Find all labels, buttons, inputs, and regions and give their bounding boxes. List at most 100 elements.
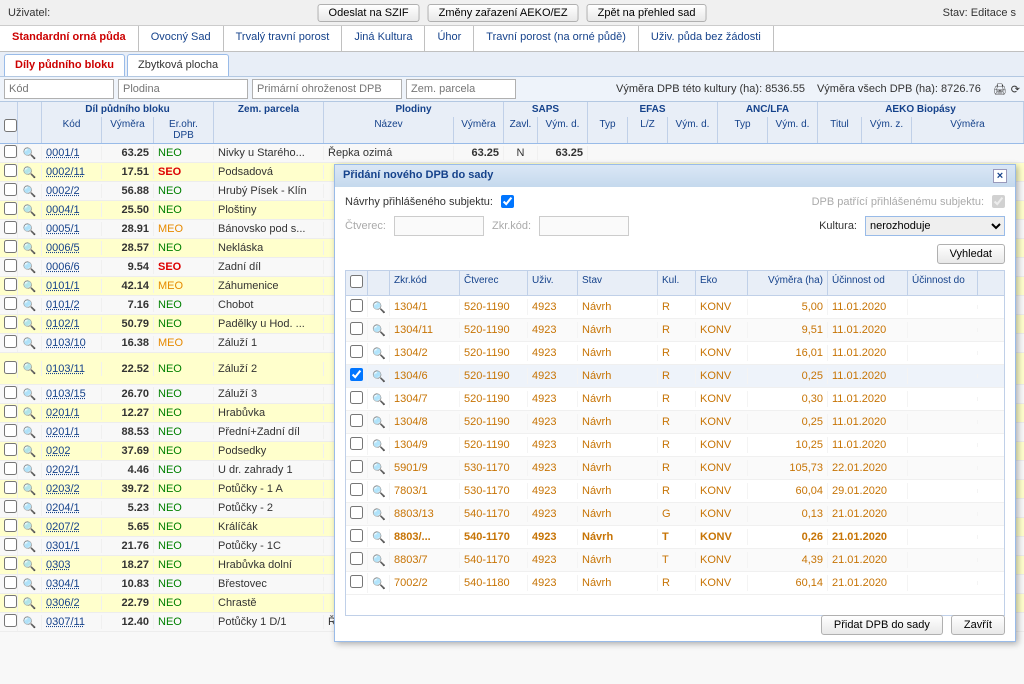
kod-cell[interactable]: 0103/10 — [42, 336, 102, 350]
h-vym[interactable]: Výměra — [102, 117, 154, 143]
search-icon[interactable]: 🔍 — [368, 529, 390, 546]
row-checkbox[interactable] — [4, 595, 17, 608]
search-icon[interactable]: 🔍 — [368, 506, 390, 523]
main-tab[interactable]: Ovocný Sad — [139, 26, 224, 51]
h-vymd[interactable]: Vým. d. — [538, 117, 588, 143]
modal-row[interactable]: 🔍7803/1530-11704923NávrhRKONV60,0429.01.… — [346, 480, 1004, 503]
main-tab[interactable]: Jiná Kultura — [342, 26, 425, 51]
mh-kul[interactable]: Kul. — [658, 271, 696, 295]
modal-row-checkbox[interactable] — [350, 506, 363, 519]
search-icon[interactable]: 🔍 — [18, 279, 42, 294]
mh-eko[interactable]: Eko — [696, 271, 748, 295]
h-vymera[interactable]: Výměra — [454, 117, 504, 143]
kod-cell[interactable]: 0006/5 — [42, 241, 102, 255]
search-icon[interactable]: 🔍 — [368, 414, 390, 431]
main-tab[interactable]: Travní porost (na orné půdě) — [474, 26, 639, 51]
kod-cell[interactable]: 0102/1 — [42, 317, 102, 331]
search-icon[interactable]: 🔍 — [18, 184, 42, 199]
kod-cell[interactable]: 0201/1 — [42, 406, 102, 420]
h-vymz[interactable]: Vým. z. — [862, 117, 912, 143]
row-checkbox[interactable] — [4, 145, 17, 158]
pridat-button[interactable]: Přidat DPB do sady — [821, 615, 943, 635]
kod-cell[interactable]: 0207/2 — [42, 520, 102, 534]
kod-cell[interactable]: 0103/15 — [42, 387, 102, 401]
mh-vym[interactable]: Výměra (ha) — [748, 271, 828, 295]
h-zavl[interactable]: Zavl. — [504, 117, 538, 143]
search-icon[interactable]: 🔍 — [18, 317, 42, 332]
search-icon[interactable]: 🔍 — [18, 425, 42, 440]
sub-tab[interactable]: Zbytková plocha — [127, 54, 229, 76]
kod-cell[interactable]: 0201/1 — [42, 425, 102, 439]
mh-od[interactable]: Účinnost od — [828, 271, 908, 295]
kod-cell[interactable]: 0204/1 — [42, 501, 102, 515]
kod-cell[interactable]: 0002/11 — [42, 165, 102, 179]
modal-row-checkbox[interactable] — [350, 322, 363, 335]
h-vymd3[interactable]: Vým. d. — [768, 117, 818, 143]
row-checkbox[interactable] — [4, 462, 17, 475]
modal-row[interactable]: 🔍8803/13540-11704923NávrhGKONV0,1321.01.… — [346, 503, 1004, 526]
h-typ2[interactable]: Typ — [718, 117, 768, 143]
h-er[interactable]: Er.ohr. DPB — [154, 117, 214, 143]
search-icon[interactable]: 🔍 — [18, 203, 42, 218]
kultura-select[interactable]: nerozhoduje — [865, 216, 1005, 236]
plodina-filter[interactable] — [118, 79, 248, 99]
row-checkbox[interactable] — [4, 614, 17, 627]
row-checkbox[interactable] — [4, 405, 17, 418]
search-icon[interactable]: 🔍 — [368, 575, 390, 592]
search-icon[interactable]: 🔍 — [18, 222, 42, 237]
modal-select-all[interactable] — [350, 275, 363, 288]
back-overview-button[interactable]: Zpět na přehled sad — [587, 4, 707, 22]
search-icon[interactable]: 🔍 — [368, 391, 390, 408]
send-szif-button[interactable]: Odeslat na SZIF — [318, 4, 420, 22]
search-icon[interactable]: 🔍 — [18, 558, 42, 573]
main-tab[interactable]: Trvalý travní porost — [224, 26, 343, 51]
mh-do[interactable]: Účinnost do — [908, 271, 978, 295]
row-checkbox[interactable] — [4, 297, 17, 310]
main-tab[interactable]: Úhor — [425, 26, 474, 51]
kod-cell[interactable]: 0103/11 — [42, 362, 102, 376]
search-icon[interactable]: 🔍 — [18, 501, 42, 516]
row-checkbox[interactable] — [4, 519, 17, 532]
search-icon[interactable]: 🔍 — [18, 387, 42, 402]
modal-row[interactable]: 🔍1304/6520-11904923NávrhRKONV0,2511.01.2… — [346, 365, 1004, 388]
modal-row-checkbox[interactable] — [350, 368, 363, 381]
modal-row-checkbox[interactable] — [350, 437, 363, 450]
modal-row[interactable]: 🔍8803/7540-11704923NávrhTKONV4,3921.01.2… — [346, 549, 1004, 572]
modal-row[interactable]: 🔍1304/8520-11904923NávrhRKONV0,2511.01.2… — [346, 411, 1004, 434]
modal-row[interactable]: 🔍1304/11520-11904923NávrhRKONV9,5111.01.… — [346, 319, 1004, 342]
h-vym2[interactable]: Výměra — [912, 117, 1024, 143]
modal-row-checkbox[interactable] — [350, 460, 363, 473]
search-icon[interactable]: 🔍 — [368, 437, 390, 454]
search-icon[interactable]: 🔍 — [368, 299, 390, 316]
kod-cell[interactable]: 0202/1 — [42, 463, 102, 477]
search-icon[interactable]: 🔍 — [368, 460, 390, 477]
row-checkbox[interactable] — [4, 424, 17, 437]
search-icon[interactable]: 🔍 — [18, 146, 42, 161]
row-checkbox[interactable] — [4, 361, 17, 374]
row-checkbox[interactable] — [4, 335, 17, 348]
row-checkbox[interactable] — [4, 557, 17, 570]
search-icon[interactable]: 🔍 — [18, 463, 42, 478]
table-row[interactable]: 🔍0001/163.25NEONivky u Starého...Řepka o… — [0, 144, 1024, 163]
search-icon[interactable]: 🔍 — [18, 577, 42, 592]
row-checkbox[interactable] — [4, 240, 17, 253]
sub-tab[interactable]: Díly půdního bloku — [4, 54, 125, 76]
search-icon[interactable]: 🔍 — [18, 336, 42, 351]
h-titul[interactable]: Titul — [818, 117, 862, 143]
print-icon[interactable]: 🖨 — [993, 83, 1007, 96]
row-checkbox[interactable] — [4, 259, 17, 272]
search-icon[interactable]: 🔍 — [18, 482, 42, 497]
h-kod[interactable]: Kód — [42, 117, 102, 143]
modal-titlebar[interactable]: Přidání nového DPB do sady × — [335, 165, 1015, 187]
main-tab[interactable]: Standardní orná půda — [0, 26, 139, 51]
modal-row[interactable]: 🔍1304/9520-11904923NávrhRKONV10,2511.01.… — [346, 434, 1004, 457]
kod-cell[interactable]: 0101/1 — [42, 279, 102, 293]
search-icon[interactable]: 🔍 — [18, 298, 42, 313]
row-checkbox[interactable] — [4, 316, 17, 329]
kod-cell[interactable]: 0307/11 — [42, 615, 102, 629]
row-checkbox[interactable] — [4, 202, 17, 215]
kod-cell[interactable]: 0202 — [42, 444, 102, 458]
close-icon[interactable]: × — [993, 169, 1007, 183]
modal-row-checkbox[interactable] — [350, 529, 363, 542]
row-checkbox[interactable] — [4, 221, 17, 234]
